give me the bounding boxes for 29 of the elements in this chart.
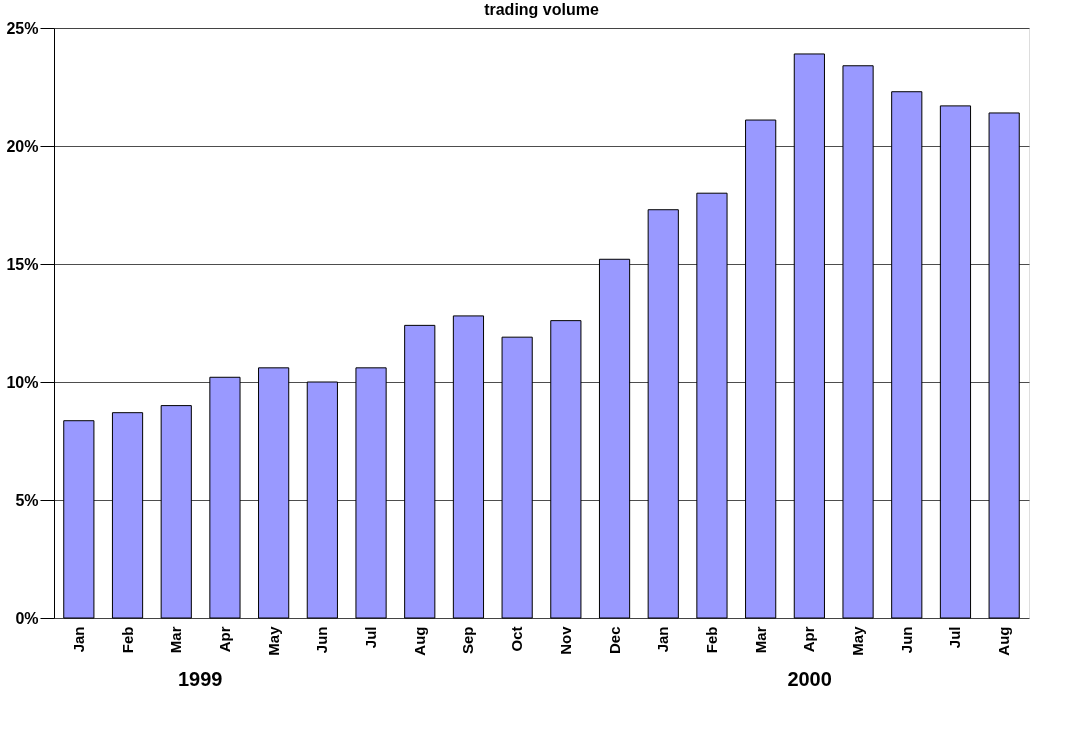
x-tick-label: May: [849, 625, 867, 656]
chart-title: trading volume: [484, 1, 599, 18]
x-tick-label: Apr: [800, 626, 818, 653]
x-tick-label: Apr: [215, 626, 233, 653]
x-tick-label: Jun: [897, 626, 915, 654]
text: 1999: [178, 668, 223, 690]
x-tick-label: Oct: [508, 626, 526, 652]
y-tick-label: 0%: [15, 609, 39, 627]
x-tick-label: Feb: [702, 626, 720, 654]
x-tick-label: Jun: [313, 626, 331, 654]
x-tick-label: Jan: [69, 626, 87, 653]
x-tick-label: May: [264, 625, 282, 656]
x-tick-label: Dec: [605, 626, 623, 655]
y-tick-label: 15%: [6, 255, 39, 273]
y-tick-label: 10%: [6, 373, 39, 391]
y-tick-label: 25%: [6, 19, 39, 37]
x-tick-label: Sep: [459, 626, 477, 655]
y-tick-label: 5%: [15, 491, 39, 509]
x-tick-label: Jul: [362, 626, 380, 649]
text: 2000: [787, 668, 832, 690]
x-tick-label: Jul: [946, 626, 964, 649]
x-tick-label: Feb: [118, 626, 136, 654]
y-tick-label: 20%: [6, 137, 39, 155]
x-tick-label: Jan: [654, 626, 672, 653]
x-tick-label: Nov: [556, 625, 574, 655]
x-tick-label: Aug: [410, 626, 428, 656]
x-tick-label: Aug: [995, 626, 1013, 656]
x-tick-label: Mar: [167, 626, 185, 654]
x-tick-label: Mar: [751, 626, 769, 654]
